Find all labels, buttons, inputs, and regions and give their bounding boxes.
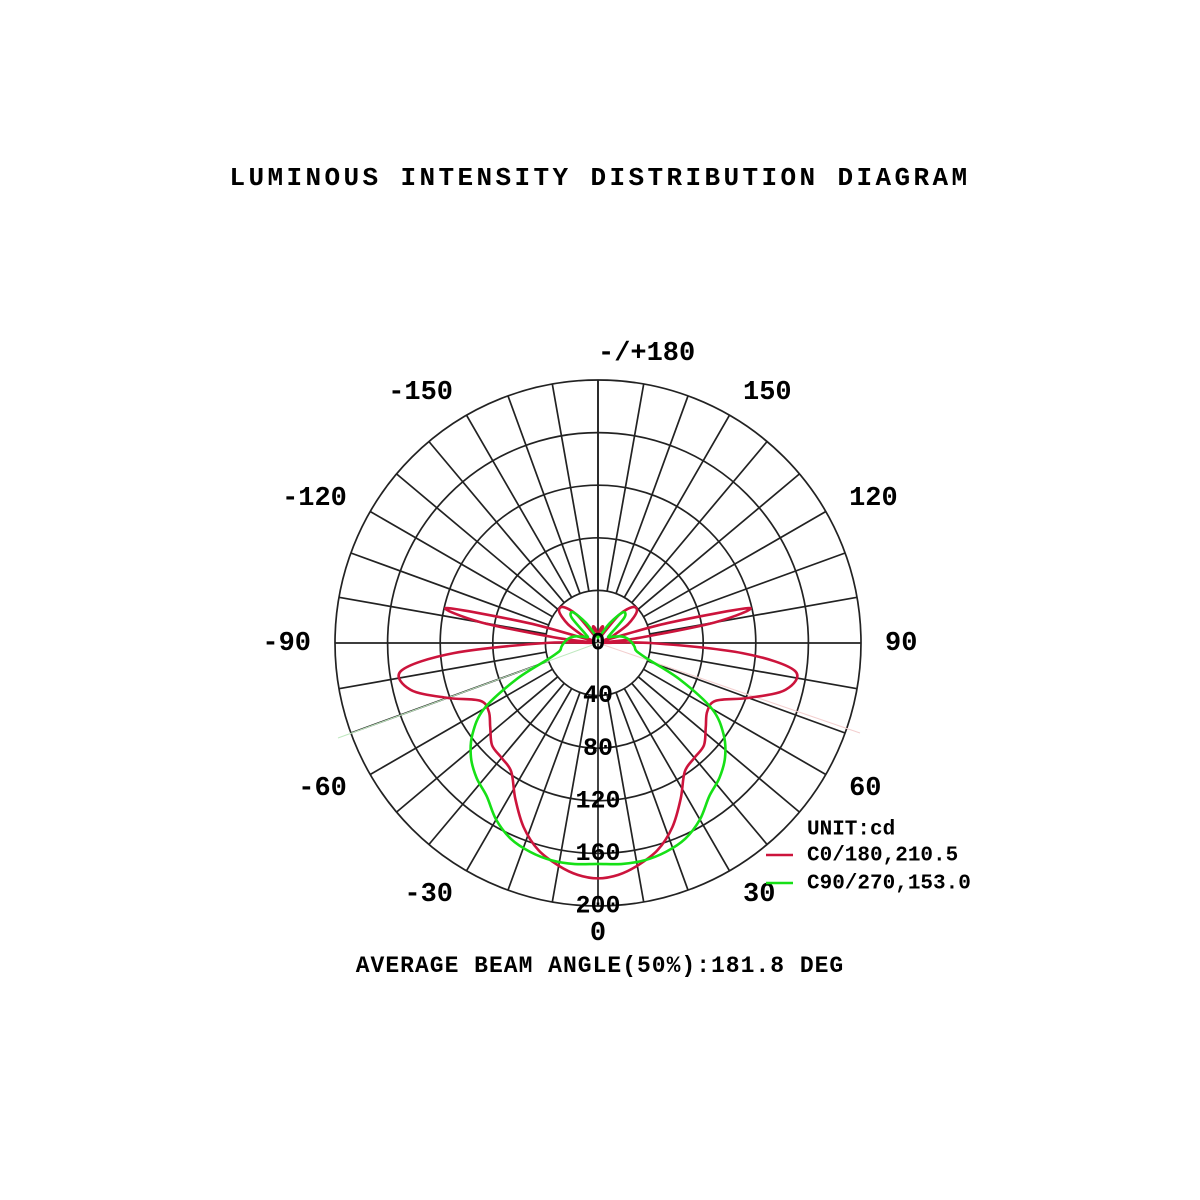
svg-text:-/+180: -/+180 <box>598 339 695 369</box>
svg-text:120: 120 <box>849 484 898 514</box>
svg-text:0: 0 <box>590 919 606 949</box>
svg-text:-60: -60 <box>298 774 347 804</box>
svg-text:0: 0 <box>590 629 605 658</box>
svg-text:UNIT:cd: UNIT:cd <box>807 819 895 842</box>
svg-text:90: 90 <box>885 629 917 659</box>
svg-text:200: 200 <box>575 892 620 921</box>
svg-text:120: 120 <box>575 786 620 815</box>
svg-text:80: 80 <box>583 734 613 763</box>
svg-text:-90: -90 <box>262 629 311 659</box>
svg-text:C0/180,210.5: C0/180,210.5 <box>807 845 958 868</box>
svg-text:C90/270,153.0: C90/270,153.0 <box>807 873 971 896</box>
svg-text:-150: -150 <box>388 378 453 408</box>
svg-text:40: 40 <box>583 681 613 710</box>
svg-text:30: 30 <box>743 880 775 910</box>
svg-text:-120: -120 <box>282 484 347 514</box>
svg-text:60: 60 <box>849 774 881 804</box>
svg-text:150: 150 <box>743 378 792 408</box>
svg-text:-30: -30 <box>404 880 453 910</box>
